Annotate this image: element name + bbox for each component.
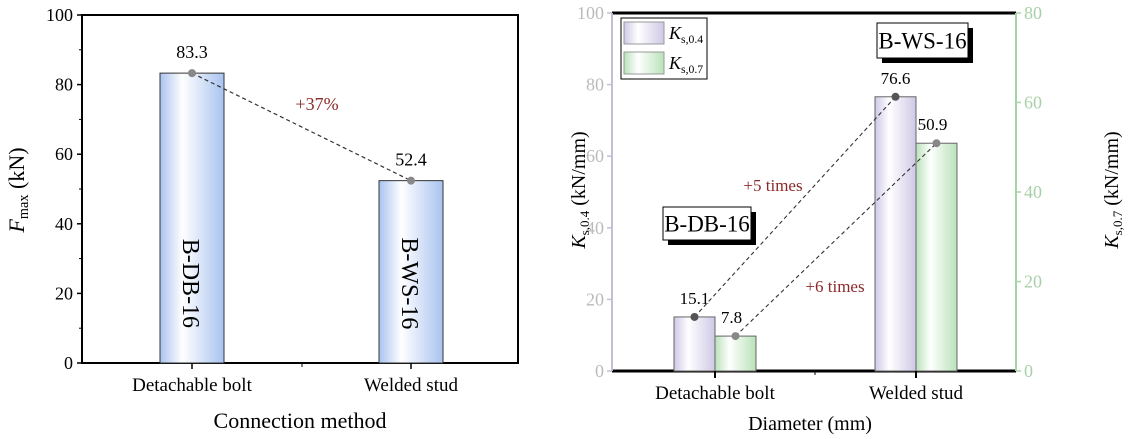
trend-line <box>735 142 937 337</box>
annotation: +6 times <box>805 277 864 296</box>
y-axis-title: Fmax (kN) <box>4 147 32 233</box>
y-tick-label: 20 <box>55 283 73 303</box>
trend-point <box>407 176 415 185</box>
trend-point <box>891 92 900 101</box>
x-tick-label: Detachable bolt <box>655 383 775 404</box>
bar <box>378 180 444 364</box>
group-label-box <box>876 22 969 59</box>
y-tick-label: 80 <box>55 75 73 95</box>
trend-point <box>731 332 740 341</box>
trend-line <box>191 72 412 182</box>
trend-point <box>690 312 699 321</box>
trend-point <box>188 69 196 78</box>
left-y-axis-title: Ks,0.4 (kN/mm) <box>568 131 592 249</box>
bar <box>673 316 716 372</box>
y-tick-label: 40 <box>55 214 73 234</box>
y-tick-label: 0 <box>64 353 73 373</box>
left-y-tick-label: 80 <box>586 75 604 95</box>
data-label: 50.9 <box>918 115 948 134</box>
x-axis-title: Diameter (mm) <box>748 413 872 435</box>
plot-frame-left <box>81 14 519 364</box>
legend-label: Ks,0.7 <box>668 53 703 76</box>
legend-label: Ks,0.4 <box>668 23 703 46</box>
x-axis-title: Connection method <box>214 408 387 433</box>
bar <box>714 335 757 372</box>
trend-point <box>932 139 941 148</box>
x-tick-label: Detachable bolt <box>132 375 252 396</box>
bar <box>915 142 958 372</box>
right-y-tick-label: 40 <box>1024 182 1042 202</box>
right-y-axis-title: Ks,0.7 (kN/mm) <box>1101 131 1125 249</box>
legend-swatch <box>623 21 665 45</box>
left-y-tick-label: 40 <box>586 218 604 238</box>
right-y-tick-label: 20 <box>1024 272 1042 292</box>
left-y-tick-label: 0 <box>595 361 604 381</box>
y-tick-label: 100 <box>46 5 73 25</box>
bar-label: B-DB-16 <box>177 239 203 328</box>
group-label-box <box>662 206 752 241</box>
right-y-tick-label: 0 <box>1024 361 1033 381</box>
bar <box>874 96 917 372</box>
bar <box>159 72 225 364</box>
annotation: +37% <box>295 94 338 114</box>
left-y-tick-label: 100 <box>577 3 604 23</box>
x-tick-label: Welded stud <box>869 383 963 404</box>
bar-label: B-WS-16 <box>396 237 422 329</box>
group-label-box-text: B-DB-16 <box>664 212 750 237</box>
trend-line <box>694 96 896 318</box>
x-tick-label: Welded stud <box>364 375 458 396</box>
legend-swatch <box>623 51 665 75</box>
data-label: 15.1 <box>680 289 710 308</box>
right-y-tick-label: 80 <box>1024 3 1042 23</box>
group-label-box-text: B-WS-16 <box>878 29 966 54</box>
annotation: +5 times <box>743 176 802 195</box>
data-label: 7.8 <box>721 308 742 327</box>
right-y-tick-label: 60 <box>1024 93 1042 113</box>
data-label: 76.6 <box>881 69 911 88</box>
data-label: 83.3 <box>176 42 208 62</box>
left-y-tick-label: 20 <box>586 289 604 309</box>
data-label: 52.4 <box>395 150 427 170</box>
y-tick-label: 60 <box>55 144 73 164</box>
left-y-tick-label: 60 <box>586 146 604 166</box>
